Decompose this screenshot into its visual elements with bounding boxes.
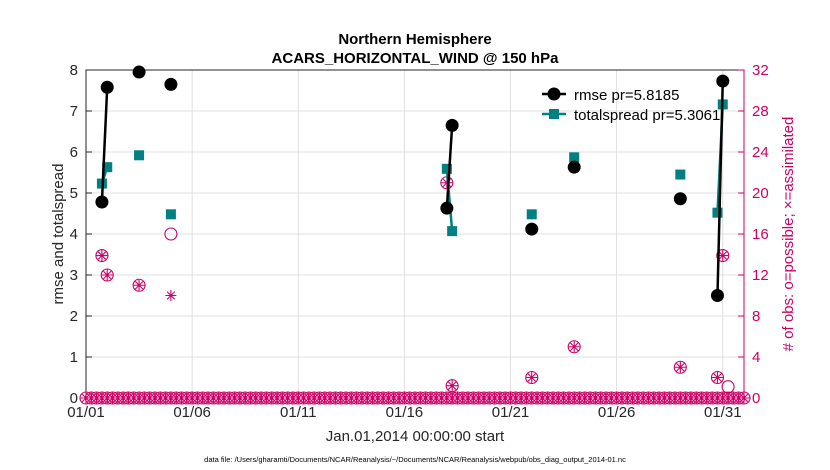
x-tick-label: 01/21 bbox=[492, 404, 530, 421]
obs-possible-marker bbox=[525, 370, 539, 385]
rmse-point bbox=[673, 192, 687, 206]
series-lines bbox=[95, 65, 730, 302]
totalspread-point bbox=[447, 226, 458, 237]
x-tick-label: 01/06 bbox=[173, 404, 211, 421]
y2-tick-label: 16 bbox=[752, 226, 769, 243]
obs-assimilated-marker bbox=[568, 341, 580, 353]
obs-assimilated-marker bbox=[165, 290, 177, 301]
y2-tick-label: 24 bbox=[752, 144, 769, 161]
rmse-segment bbox=[100, 87, 109, 203]
obs-possible-marker bbox=[721, 380, 735, 394]
y-tick-label: 4 bbox=[70, 226, 78, 243]
y2-tick-label: 32 bbox=[752, 62, 769, 79]
y-tick-label: 3 bbox=[70, 267, 78, 284]
obs-possible-marker bbox=[445, 379, 459, 393]
totalspread-point bbox=[165, 209, 176, 220]
legend-totalspread-marker bbox=[549, 109, 559, 119]
obs-possible-marker bbox=[95, 248, 109, 263]
legend-rmse-marker bbox=[547, 87, 561, 101]
rmse-point bbox=[164, 77, 178, 91]
rmse-point bbox=[567, 160, 581, 174]
y-axis-label: rmse and totalspread bbox=[50, 164, 67, 305]
rmse-point bbox=[710, 289, 724, 302]
x-axis-ticks: 01/01 01/06 01/11 01/16 01/21 01/26 01/31 bbox=[67, 392, 742, 421]
y2-axis-ticks: 0 4 8 12 16 20 24 28 32 bbox=[738, 62, 769, 407]
legend-totalspread-label: totalspread pr=5.3061 bbox=[574, 107, 720, 124]
rmse-point bbox=[716, 74, 730, 88]
data-file-footer: data file: /Users/gharamti/Documents/NCA… bbox=[204, 455, 626, 464]
obs-count-markers bbox=[79, 176, 751, 405]
chart-subtitle: ACARS_HORIZONTAL_WIND @ 150 hPa bbox=[272, 50, 560, 67]
rmse-point bbox=[132, 65, 146, 79]
obs-assimilated-marker bbox=[717, 250, 729, 262]
y-tick-label: 8 bbox=[70, 62, 78, 79]
rmse-point bbox=[440, 201, 454, 215]
obs-possible-marker bbox=[100, 268, 114, 282]
y-tick-label: 2 bbox=[70, 308, 78, 325]
obs-possible-marker bbox=[716, 248, 730, 263]
obs-assimilated-marker bbox=[96, 250, 108, 262]
y2-tick-label: 8 bbox=[752, 308, 760, 325]
totalspread-point bbox=[712, 207, 723, 218]
legend-rmse-label: rmse pr=5.8185 bbox=[574, 87, 679, 104]
y-tick-label: 0 bbox=[70, 390, 78, 407]
rmse-point bbox=[525, 222, 539, 236]
obs-possible-marker bbox=[567, 340, 581, 354]
y-tick-label: 5 bbox=[70, 185, 78, 202]
obs-assimilated-marker bbox=[446, 380, 458, 392]
rmse-segment bbox=[716, 81, 725, 296]
x-tick-label: 01/26 bbox=[598, 404, 636, 421]
obs-possible-marker bbox=[673, 360, 687, 374]
y2-axis-label: # of obs: o=possible; ×=assimilated bbox=[780, 117, 797, 352]
x-tick-label: 01/01 bbox=[67, 404, 105, 421]
x-axis-label: Jan.01,2014 00:00:00 start bbox=[326, 428, 505, 445]
grid bbox=[86, 70, 744, 398]
obs-assimilated-zero-marker bbox=[738, 392, 750, 404]
obs-assimilated-marker bbox=[133, 279, 145, 291]
chart-title: Northern Hemisphere bbox=[338, 31, 491, 48]
obs-assimilated-marker bbox=[526, 372, 538, 383]
obs-assimilated-marker bbox=[101, 269, 113, 281]
rmse-segment bbox=[445, 125, 454, 209]
y-tick-label: 6 bbox=[70, 144, 78, 161]
y-tick-label: 7 bbox=[70, 103, 78, 120]
y2-tick-label: 4 bbox=[752, 349, 760, 366]
rmse-point bbox=[445, 118, 459, 132]
x-tick-label: 01/31 bbox=[704, 404, 742, 421]
obs-assimilated-marker bbox=[711, 372, 723, 383]
obs-possible-marker bbox=[132, 278, 146, 292]
y-tick-label: 1 bbox=[70, 349, 78, 366]
legend: rmse pr=5.8185 totalspread pr=5.3061 bbox=[542, 87, 720, 124]
y-axis-ticks: 0 1 2 3 4 5 6 7 8 bbox=[70, 62, 92, 407]
rmse-point bbox=[95, 195, 109, 209]
y2-tick-label: 20 bbox=[752, 185, 769, 202]
y2-tick-label: 12 bbox=[752, 267, 769, 284]
obs-assimilated-marker bbox=[674, 361, 686, 373]
obs-possible-marker bbox=[164, 227, 178, 241]
totalspread-point bbox=[441, 163, 452, 174]
x-tick-label: 01/11 bbox=[280, 404, 316, 421]
obs-possible-marker bbox=[710, 370, 725, 385]
y2-tick-label: 28 bbox=[752, 103, 769, 120]
totalspread-point bbox=[134, 150, 145, 161]
totalspread-point bbox=[675, 169, 686, 180]
totalspread-point bbox=[102, 162, 113, 173]
totalspread-point bbox=[526, 209, 537, 220]
x-tick-label: 01/16 bbox=[386, 404, 424, 421]
y2-tick-label: 0 bbox=[752, 390, 760, 407]
rmse-point bbox=[100, 80, 114, 94]
totalspread-point bbox=[569, 152, 580, 163]
